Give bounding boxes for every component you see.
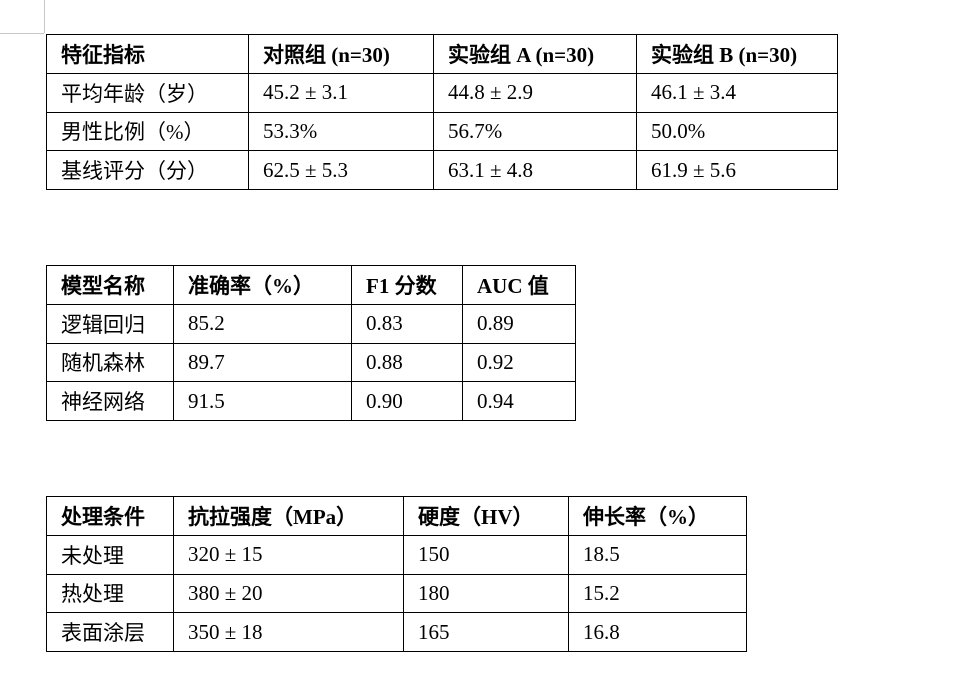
table-cell: 85.2 — [173, 303, 352, 344]
margin-mark — [44, 0, 45, 33]
table-cell: 89.7 — [173, 342, 352, 383]
header-cell: 抗拉强度（MPa） — [173, 496, 404, 536]
table-cell: 63.1 ± 4.8 — [433, 150, 637, 190]
table-cell: 320 ± 15 — [173, 534, 404, 575]
table-cell: 0.94 — [462, 381, 576, 421]
table-cell: 46.1 ± 3.4 — [636, 72, 838, 113]
table-row: 表面涂层 350 ± 18 165 16.8 — [46, 612, 747, 652]
header-cell: 实验组 A (n=30) — [433, 34, 637, 74]
table: 处理条件 抗拉强度（MPa） 硬度（HV） 伸长率（%） 未处理 320 ± 15 150 1… — [46, 496, 747, 652]
table-cell: 神经网络 — [46, 381, 174, 421]
header-cell: 模型名称 — [46, 265, 174, 305]
table-row: 男性比例（%） 53.3% 56.7% 50.0% — [46, 111, 838, 152]
table-cell: 表面涂层 — [46, 612, 174, 652]
table-row: 逻辑回归 85.2 0.83 0.89 — [46, 303, 576, 344]
header-cell: 硬度（HV） — [403, 496, 569, 536]
table-cell: 基线评分（分） — [46, 150, 249, 190]
table-cell: 热处理 — [46, 573, 174, 614]
header-cell: 处理条件 — [46, 496, 174, 536]
table: 模型名称 准确率（%） F1 分数 AUC 值逻辑回归 85.2 0.83 0.89 随机森林… — [46, 265, 576, 421]
table-cell: 44.8 ± 2.9 — [433, 72, 637, 113]
table-cell: 180 — [403, 573, 569, 614]
header-cell: F1 分数 — [351, 265, 463, 305]
table-cell: 150 — [403, 534, 569, 575]
table-cell: 0.88 — [351, 342, 463, 383]
table-row: 神经网络 91.5 0.90 0.94 — [46, 381, 576, 421]
table-cell: 61.9 ± 5.6 — [636, 150, 838, 190]
header-row: 模型名称 准确率（%） F1 分数 AUC 值 — [46, 265, 576, 305]
table-cell: 380 ± 20 — [173, 573, 404, 614]
header-cell: 对照组 (n=30) — [248, 34, 434, 74]
table-cell: 53.3% — [248, 111, 434, 152]
header-cell: 伸长率（%） — [568, 496, 747, 536]
header-cell: 实验组 B (n=30) — [636, 34, 838, 74]
table-cell: 0.89 — [462, 303, 576, 344]
table-cell: 91.5 — [173, 381, 352, 421]
table-cell: 45.2 ± 3.1 — [248, 72, 434, 113]
table-cell: 随机森林 — [46, 342, 174, 383]
table-cell: 逻辑回归 — [46, 303, 174, 344]
header-row: 处理条件 抗拉强度（MPa） 硬度（HV） 伸长率（%） — [46, 496, 747, 536]
margin-mark — [0, 33, 44, 34]
table-row: 未处理 320 ± 15 150 18.5 — [46, 534, 747, 575]
table-cell: 165 — [403, 612, 569, 652]
table-row: 平均年龄（岁） 45.2 ± 3.1 44.8 ± 2.9 46.1 ± 3.4 — [46, 72, 838, 113]
table-cell: 0.92 — [462, 342, 576, 383]
table-row: 基线评分（分） 62.5 ± 5.3 63.1 ± 4.8 61.9 ± 5.6 — [46, 150, 838, 190]
table-cell: 350 ± 18 — [173, 612, 404, 652]
table-cell: 16.8 — [568, 612, 747, 652]
table-cell: 未处理 — [46, 534, 174, 575]
header-cell: 特征指标 — [46, 34, 249, 74]
table-cell: 50.0% — [636, 111, 838, 152]
table-cell: 0.90 — [351, 381, 463, 421]
table-cell: 56.7% — [433, 111, 637, 152]
table-cell: 平均年龄（岁） — [46, 72, 249, 113]
header-cell: AUC 值 — [462, 265, 576, 305]
table-row: 随机森林 89.7 0.88 0.92 — [46, 342, 576, 383]
table-cell: 62.5 ± 5.3 — [248, 150, 434, 190]
table-cell: 15.2 — [568, 573, 747, 614]
header-row: 特征指标 对照组 (n=30) 实验组 A (n=30) 实验组 B (n=30) — [46, 34, 838, 74]
table-cell: 18.5 — [568, 534, 747, 575]
table-cell: 0.83 — [351, 303, 463, 344]
table-cell: 男性比例（%） — [46, 111, 249, 152]
table: 特征指标 对照组 (n=30) 实验组 A (n=30) 实验组 B (n=30) 平均… — [46, 34, 838, 190]
table-row: 热处理 380 ± 20 180 15.2 — [46, 573, 747, 614]
header-cell: 准确率（%） — [173, 265, 352, 305]
